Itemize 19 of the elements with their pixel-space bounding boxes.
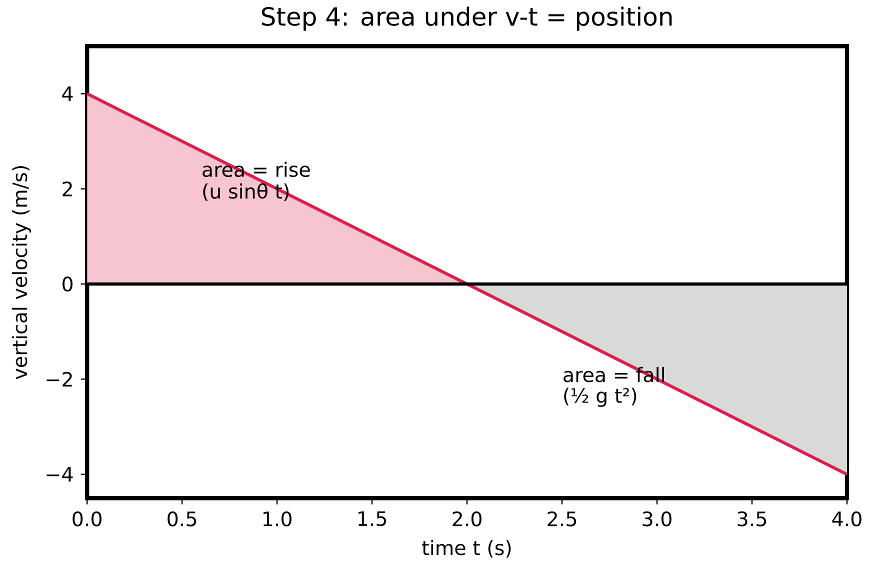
y-tick-label: 0 xyxy=(62,276,72,292)
x-tick-label: 2.0 xyxy=(452,511,482,526)
chart-title: Step 4: area under v-t = position xyxy=(262,6,672,31)
y-tick-label: −4 xyxy=(46,467,73,482)
x-tick-label: 3.0 xyxy=(642,511,672,526)
annotation: area = rise xyxy=(202,162,310,178)
y-tick-label: −2 xyxy=(46,372,72,387)
x-tick-label: 2.5 xyxy=(548,511,576,526)
x-tick-label: 1.5 xyxy=(358,511,386,526)
x-tick-label: 3.5 xyxy=(738,511,766,526)
annotation: (½ g t²) xyxy=(564,388,636,407)
x-tick-label: 1.0 xyxy=(264,511,292,526)
y-tick-label: 4 xyxy=(62,86,73,101)
x-tick-label: 0.5 xyxy=(168,511,196,526)
x-tick-label: 0.0 xyxy=(72,511,102,526)
x-axis-title: time t (s) xyxy=(422,540,511,558)
x-tick-label: 4.0 xyxy=(832,511,862,526)
y-axis-title: vertical velocity (m/s) xyxy=(12,166,32,380)
y-tick-label: 2 xyxy=(62,182,72,196)
